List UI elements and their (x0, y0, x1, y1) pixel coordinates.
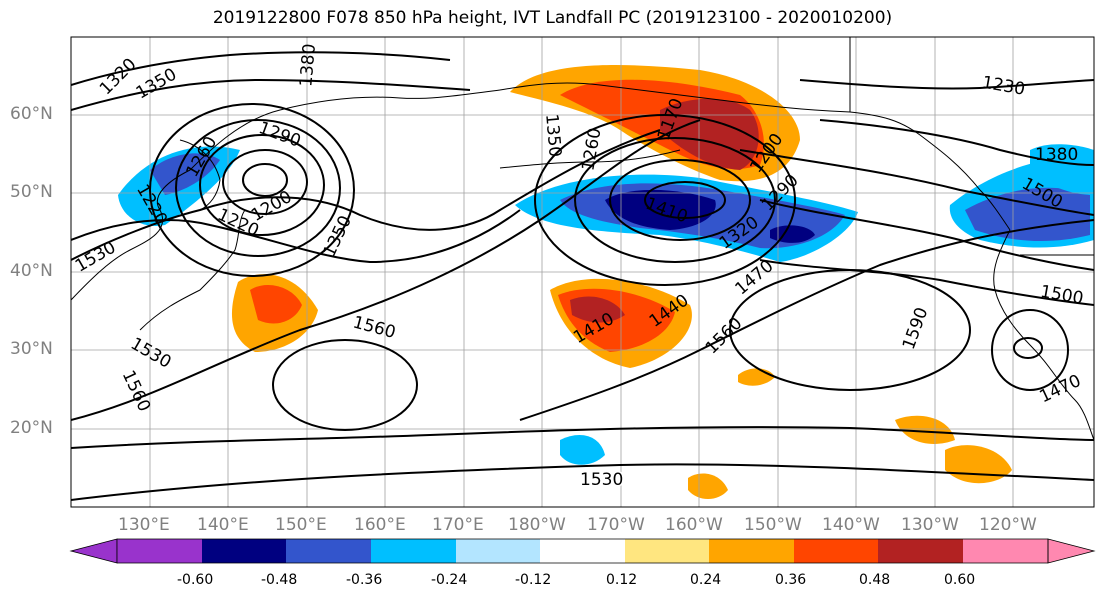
lon-label: 130°W (901, 515, 959, 535)
colorbar-tick: 0.24 (690, 572, 722, 588)
height-contours (71, 51, 1094, 501)
asia-coast (71, 89, 501, 301)
lon-label: 140°E (197, 515, 249, 535)
lon-label: 160°E (354, 515, 406, 535)
map-plot-area: 1320 1350 1380 1290 1260 1200 1220 1220 … (71, 37, 1094, 507)
colorbar-tick: 0.36 (775, 572, 807, 588)
coastlines (71, 37, 1094, 441)
na-westcoast (993, 229, 1094, 441)
lon-label: 150°E (275, 515, 327, 535)
lat-label: 30°N (10, 339, 53, 359)
lat-label: 60°N (10, 104, 53, 124)
colorbar-tick: 0.60 (944, 572, 976, 588)
alaska-coast (499, 82, 1011, 231)
contour-1500 (71, 426, 1094, 449)
anomaly-positive-southeast (895, 415, 955, 444)
lon-label: 170°E (432, 515, 484, 535)
colorbar-tick: -0.36 (346, 572, 383, 588)
colorbar-tick: -0.24 (431, 572, 468, 588)
aleutians-coast (499, 149, 681, 169)
lon-label: 170°W (587, 515, 645, 535)
contour-label: 1380 (296, 43, 320, 88)
contour-label: 1380 (1035, 145, 1078, 165)
japan-coast (139, 209, 246, 331)
colorbar-tick: -0.48 (261, 572, 298, 588)
lon-label: 150°W (744, 515, 802, 535)
lon-label: 130°E (118, 515, 170, 535)
contour-label: 1350 (541, 113, 565, 158)
colorbar-tick: 0.48 (859, 572, 891, 588)
colorbar (69, 538, 1096, 564)
lat-label: 50°N (10, 182, 53, 202)
graticule (71, 37, 1094, 507)
lon-label: 120°W (979, 515, 1037, 535)
colorbar-tick: -0.60 (177, 572, 214, 588)
contour-label: 1530 (580, 470, 623, 490)
lat-label: 20°N (10, 418, 53, 438)
lon-label: 180°W (508, 515, 566, 535)
lon-label: 160°W (665, 515, 723, 535)
colorbar-tick: -0.12 (515, 572, 552, 588)
colorbar-tick: 0.12 (606, 572, 638, 588)
contour-1530 (71, 463, 1094, 501)
lat-label: 40°N (10, 261, 53, 281)
kamchatka-coast (179, 139, 221, 211)
map-title: 2019122800 F078 850 hPa height, IVT Land… (212, 8, 893, 28)
contour-1470 (71, 119, 701, 421)
lon-label: 140°W (822, 515, 880, 535)
map-frame (70, 36, 1095, 508)
